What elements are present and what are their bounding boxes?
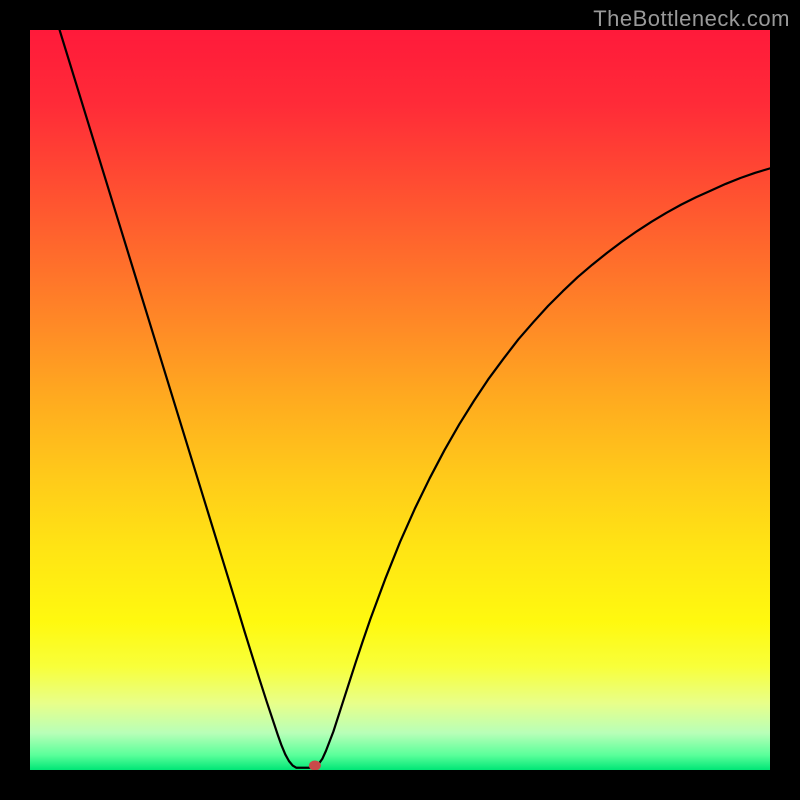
watermark-text: TheBottleneck.com <box>593 6 790 32</box>
plot-area <box>30 30 770 770</box>
gradient-background <box>30 30 770 770</box>
bottleneck-curve-chart <box>30 30 770 770</box>
chart-container: TheBottleneck.com <box>0 0 800 800</box>
